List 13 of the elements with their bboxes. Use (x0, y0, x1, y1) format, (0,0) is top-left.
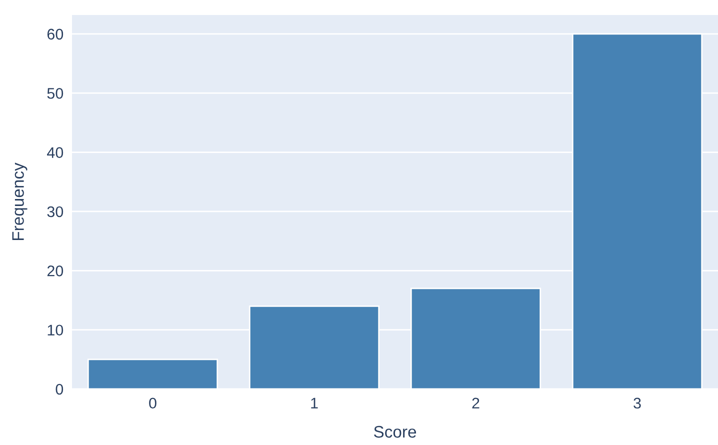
y-tick-label: 20 (47, 266, 64, 276)
y-tick-label: 0 (56, 384, 64, 395)
y-tick-label: 50 (47, 88, 64, 99)
y-axis-title: Frequency (12, 162, 28, 240)
x-tick-label: 2 (472, 398, 480, 408)
y-tick-label: 40 (47, 147, 64, 158)
x-tick-label: 0 (149, 398, 156, 409)
x-axis-title: Score (374, 426, 416, 438)
x-tick-label: 1 (311, 398, 318, 408)
y-tick-label: 30 (47, 206, 64, 218)
y-tick-label: 10 (48, 324, 64, 336)
x-tick-label: 3 (634, 398, 641, 409)
y-tick-label: 60 (47, 28, 64, 40)
